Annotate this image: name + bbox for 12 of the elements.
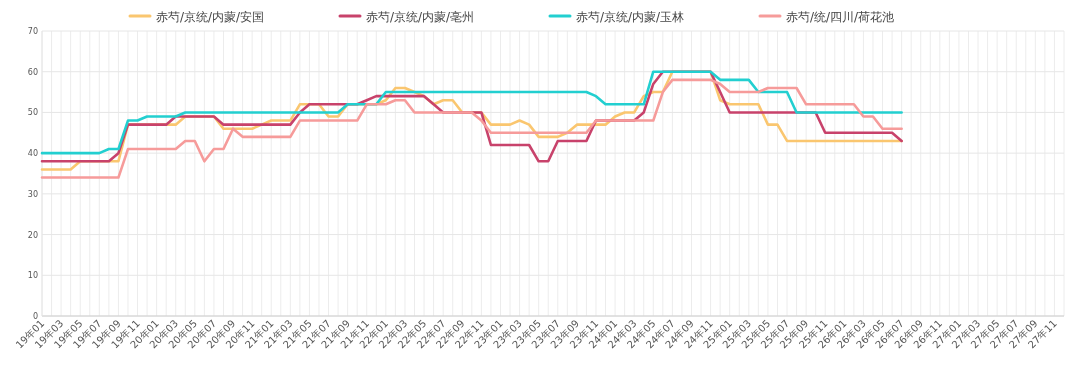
y-tick-label: 20: [27, 230, 38, 240]
y-tick-label: 10: [27, 271, 38, 281]
y-tick-label: 50: [27, 108, 38, 118]
legend-label: 赤芍/京统/内蒙/玉林: [576, 9, 685, 24]
legend-label: 赤芍/统/四川/荷花池: [786, 9, 895, 24]
y-tick-label: 30: [27, 189, 38, 199]
y-tick-label: 70: [27, 27, 38, 36]
y-tick-label: 40: [27, 149, 38, 159]
y-tick-label: 0: [32, 312, 38, 321]
y-tick-label: 60: [27, 67, 38, 77]
legend-label: 赤芍/京统/内蒙/亳州: [366, 9, 475, 24]
legend-label: 赤芍/京统/内蒙/安国: [156, 9, 265, 24]
